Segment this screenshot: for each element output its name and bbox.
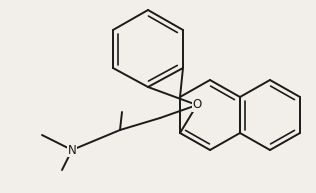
- Text: N: N: [68, 144, 76, 157]
- Text: O: O: [192, 98, 202, 112]
